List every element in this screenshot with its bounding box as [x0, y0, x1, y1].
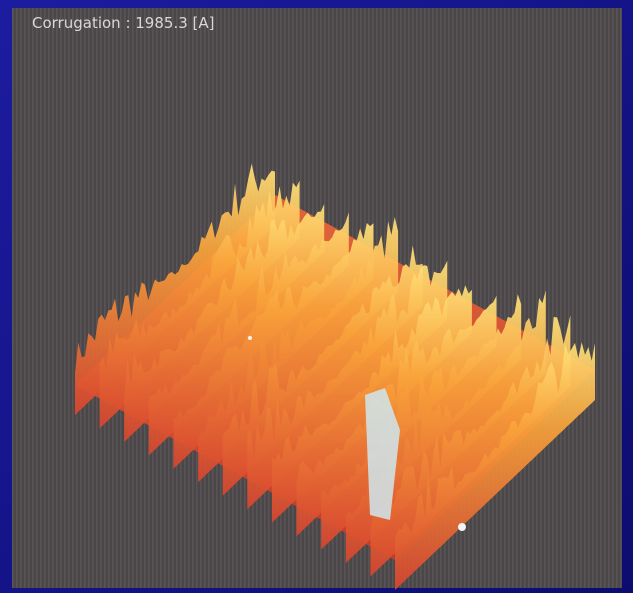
surface-ridge: [99, 180, 300, 429]
surface-render: [75, 163, 595, 590]
surface-ridge: [198, 217, 399, 483]
surface-ridge: [345, 290, 546, 564]
surface-ridge: [395, 342, 595, 590]
caption: Corrugation : 1985.3 [A]: [32, 14, 214, 32]
surface-ridge: [148, 212, 349, 456]
speck: [458, 523, 466, 531]
bright-spot: [365, 388, 400, 520]
surface-ridge: [124, 204, 325, 442]
speck: [248, 336, 252, 340]
